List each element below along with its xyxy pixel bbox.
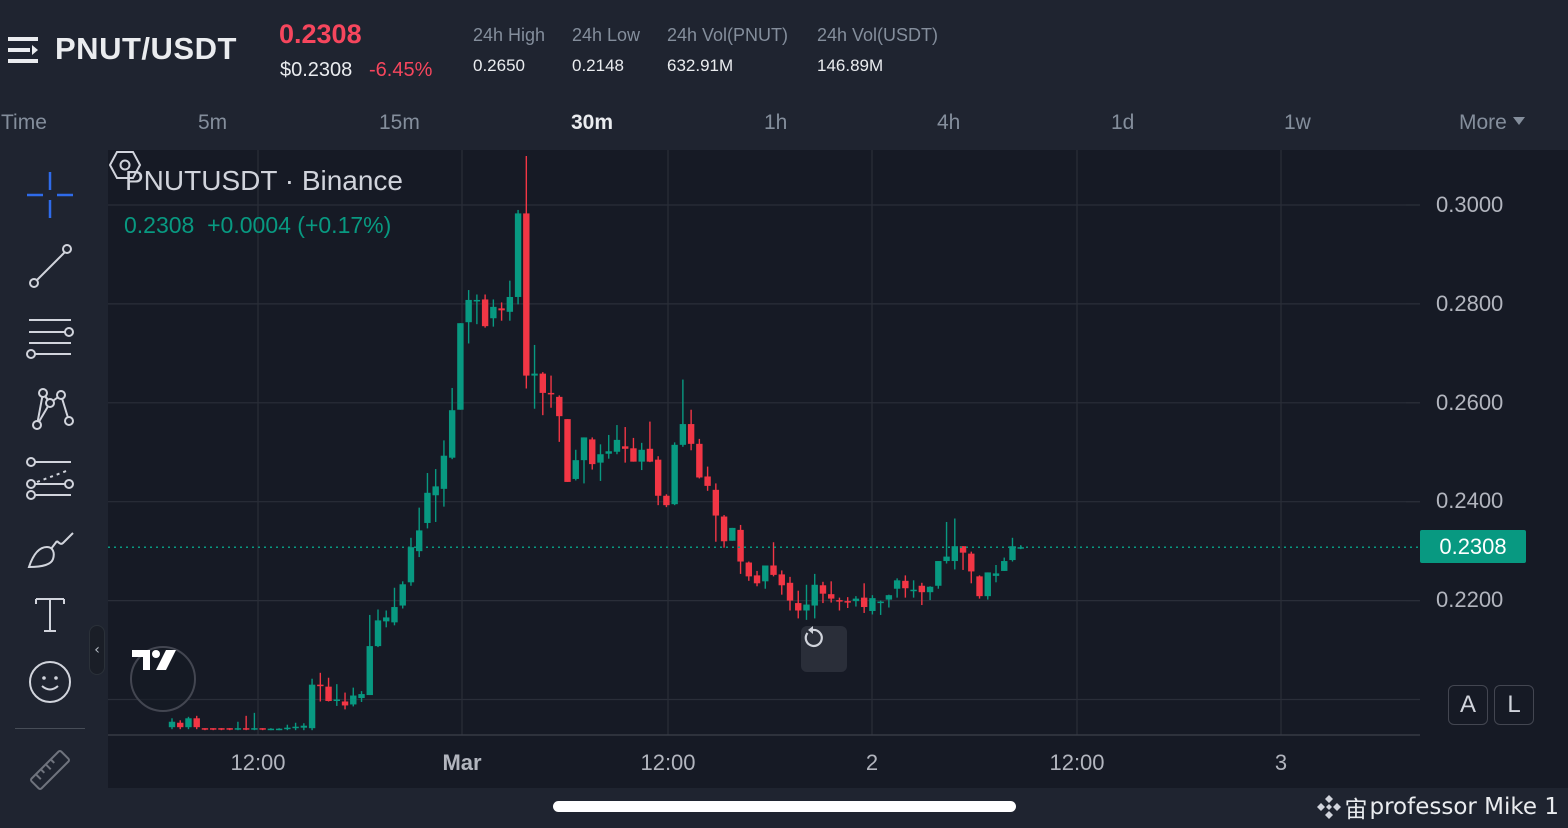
tab-1w[interactable]: 1w xyxy=(1284,111,1311,134)
auto-scale-button[interactable]: A xyxy=(1448,685,1488,725)
emoji-icon xyxy=(29,661,71,703)
text-tool[interactable] xyxy=(20,584,80,644)
collapse-toolbar-button[interactable]: ‹ xyxy=(89,625,105,675)
percent-change: -6.45% xyxy=(369,59,433,81)
watermark: 宙 professor Mike 1 xyxy=(1316,790,1559,824)
stat-label: 24h Vol(PNUT) xyxy=(667,25,789,45)
current-price-tag: 0.2308 xyxy=(1420,530,1526,563)
candlestick-chart[interactable] xyxy=(108,150,1568,788)
header: PNUT/USDT 0.2308 $0.2308 -6.45% 24h High… xyxy=(0,0,1568,100)
fib-icon xyxy=(26,457,74,500)
pattern-icon xyxy=(32,388,74,430)
log-scale-button[interactable]: L xyxy=(1494,685,1534,725)
y-tick-label: 0.3000 xyxy=(1436,192,1504,217)
stat-label: 24h Vol(USDT) xyxy=(817,25,939,45)
horizontal-lines-icon xyxy=(26,319,74,359)
tab-15m[interactable]: 15m xyxy=(379,111,420,134)
trend-line-tool[interactable] xyxy=(20,236,80,296)
text-icon xyxy=(35,598,65,632)
x-tick-label: 12:00 xyxy=(1049,750,1105,775)
tab-30m[interactable]: 30m xyxy=(571,111,614,134)
pair-title[interactable]: PNUT/USDT xyxy=(55,31,237,66)
chart-legend-title: PNUTUSDT · Binance xyxy=(125,165,404,196)
reset-icon xyxy=(804,626,823,648)
pattern-tool[interactable] xyxy=(20,378,80,438)
interval-tabs: Time 5m 15m 30m 1h 4h 1d 1w More xyxy=(0,100,1568,150)
tab-1h[interactable]: 1h xyxy=(764,111,788,134)
stat-value: 146.89M xyxy=(817,56,884,75)
reset-chart-button[interactable] xyxy=(801,626,847,672)
more-label: More xyxy=(1459,111,1507,134)
binance-logo-icon xyxy=(1317,795,1342,819)
tab-4h[interactable]: 4h xyxy=(937,111,961,134)
y-tick-label: 0.2400 xyxy=(1436,488,1504,513)
tab-5m[interactable]: 5m xyxy=(198,111,228,134)
tradingview-logo[interactable] xyxy=(130,646,196,712)
tab-1d[interactable]: 1d xyxy=(1111,111,1135,134)
horizontal-lines-tool[interactable] xyxy=(20,307,80,367)
watermark-text: professor Mike 1 xyxy=(1369,794,1559,820)
crosshair-icon xyxy=(27,172,73,218)
chart-legend-values: 0.2308 +0.0004 (+0.17%) xyxy=(124,212,392,238)
last-price: 0.2308 xyxy=(279,19,362,49)
x-tick-label: Mar xyxy=(442,750,482,775)
stat-value: 0.2650 xyxy=(473,56,525,75)
fib-tool[interactable] xyxy=(20,449,80,509)
usd-price: $0.2308 xyxy=(280,59,353,81)
tab-time[interactable]: Time xyxy=(1,111,47,134)
watermark-prefix: 宙 xyxy=(1344,797,1368,823)
x-tick-label: 3 xyxy=(1274,750,1288,775)
chart-pane[interactable]: PNUTUSDT · Binance 0.2308 +0.0004 (+0.17… xyxy=(108,150,1568,788)
chart-settings-icon[interactable] xyxy=(108,150,142,180)
drawing-toolbar xyxy=(0,150,100,790)
toolbar-divider xyxy=(15,728,85,729)
stat-24h-vol-base: 24h Vol(PNUT) 632.91M xyxy=(667,25,788,76)
ruler-icon xyxy=(30,750,70,790)
brush-tool[interactable] xyxy=(20,520,80,580)
stat-value: 632.91M xyxy=(667,56,734,75)
crosshair-tool[interactable] xyxy=(20,165,80,225)
stat-label: 24h Low xyxy=(572,25,641,45)
stat-value: 0.2148 xyxy=(572,56,624,75)
stat-24h-vol-quote: 24h Vol(USDT) 146.89M xyxy=(817,25,938,76)
x-tick-label: 12:00 xyxy=(230,750,286,775)
tradingview-logo-icon xyxy=(132,650,176,670)
caret-down-icon xyxy=(1512,117,1525,126)
x-tick-label: 2 xyxy=(865,750,879,775)
stat-label: 24h High xyxy=(473,25,546,45)
stat-24h-high: 24h High 0.2650 xyxy=(473,25,545,76)
chevron-left-icon: ‹ xyxy=(94,642,100,658)
ruler-tool[interactable] xyxy=(20,740,80,800)
menu-icon[interactable] xyxy=(8,34,40,66)
emoji-tool[interactable] xyxy=(20,652,80,712)
y-tick-label: 0.2600 xyxy=(1436,390,1504,415)
home-indicator[interactable] xyxy=(553,801,1016,812)
brush-icon xyxy=(27,532,74,569)
tab-more[interactable]: More xyxy=(1459,111,1525,135)
x-tick-label: 12:00 xyxy=(640,750,696,775)
y-tick-label: 0.2200 xyxy=(1436,587,1504,612)
trend-line-icon xyxy=(29,244,72,288)
y-tick-label: 0.2800 xyxy=(1436,291,1504,316)
stat-24h-low: 24h Low 0.2148 xyxy=(572,25,640,76)
